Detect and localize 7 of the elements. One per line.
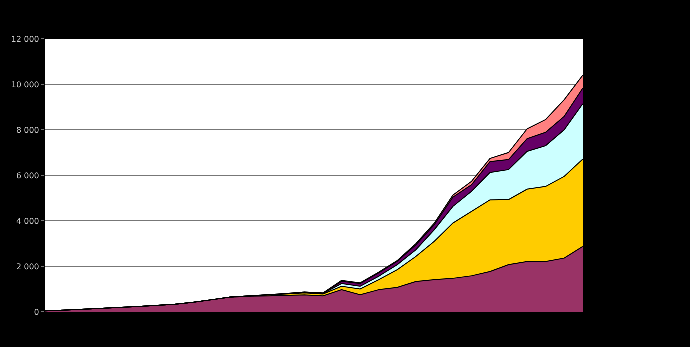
y-tick-label: 8 000	[16, 126, 40, 135]
y-tick-label: 6 000	[16, 171, 40, 180]
y-tick-label: 4 000	[16, 216, 40, 226]
y-tick-label: 10 000	[11, 80, 40, 90]
y-tick-label: 0	[34, 308, 40, 317]
y-tick-label: 12 000	[11, 34, 40, 44]
y-tick-label: 2 000	[16, 262, 40, 272]
